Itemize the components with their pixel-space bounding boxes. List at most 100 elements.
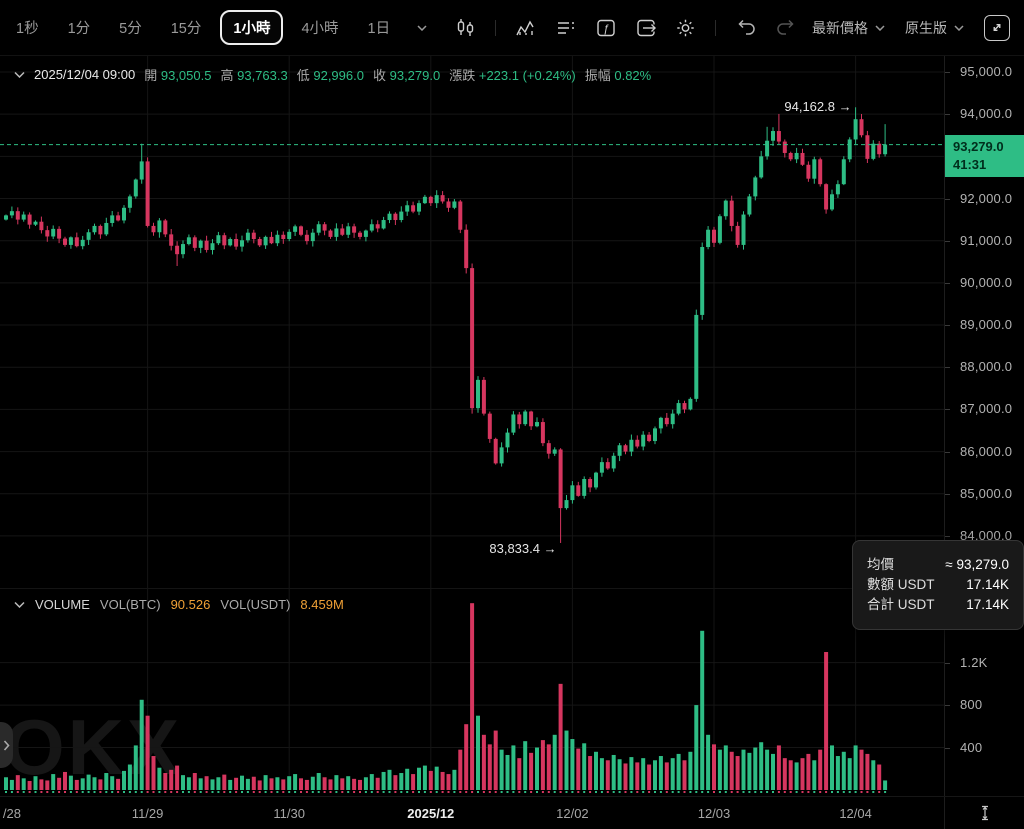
axis-tick: [945, 409, 950, 411]
volume-axis-label: 1.2K: [960, 654, 988, 670]
low-price-annotation: 83,833.4 →: [489, 540, 557, 556]
chart-overlay-icon[interactable]: [512, 15, 540, 41]
candle-datetime: 2025/12/04 09:00: [34, 67, 136, 82]
price-axis-label: 85,000.0: [960, 485, 1013, 501]
axis-scale-corner[interactable]: [944, 797, 1024, 829]
volume-header: VOLUME VOL(BTC) 90.526 VOL(USDT) 8.459M: [14, 597, 344, 612]
price-axis-label: 92,000.0: [960, 190, 1013, 206]
axis-tick: [945, 240, 950, 242]
collapse-chevron-icon[interactable]: [14, 601, 25, 608]
time-axis-label: /28: [2, 806, 21, 821]
time-axis-label: 12/03: [697, 806, 731, 821]
ohlc-field: 收 93,279.0: [372, 68, 441, 83]
axis-tick: [945, 325, 950, 327]
chart-version-dropdown[interactable]: 原生版: [905, 18, 964, 38]
volume-header-item: VOL(BTC): [99, 597, 161, 612]
timeframe-button-1[interactable]: 1分: [66, 13, 93, 42]
ohlc-field: 振幅 0.82%: [584, 68, 652, 83]
volume-pane[interactable]: [0, 588, 944, 796]
price-mode-label: 最新價格: [812, 19, 868, 36]
redo-icon[interactable]: [772, 16, 800, 40]
minimap-strip: [5, 791, 887, 793]
volume-header-item: 90.526: [170, 597, 211, 612]
timeframe-button-4[interactable]: 1小時: [220, 10, 284, 45]
ohlc-field: 高 93,763.3: [220, 68, 288, 83]
price-axis-label: 86,000.0: [960, 443, 1013, 459]
compare-icon[interactable]: [632, 15, 660, 41]
axis-tick: [945, 747, 950, 749]
timeframe-button-5[interactable]: 4小時: [299, 13, 340, 42]
price-axis-label: 89,000.0: [960, 317, 1013, 333]
toolbar-divider: [715, 19, 717, 36]
last-price-tag: 93,279.0 41:31: [945, 134, 1024, 177]
time-axis-label: 11/29: [131, 806, 164, 821]
fullscreen-expand-icon[interactable]: [984, 14, 1010, 41]
axis-tick: [945, 198, 950, 200]
undo-icon[interactable]: [732, 16, 760, 40]
volume-header-item: 8.459M: [300, 597, 344, 612]
price-axis-label: 88,000.0: [960, 359, 1013, 375]
price-axis-label: 90,000.0: [960, 274, 1013, 290]
volume-axis-label: 400: [960, 739, 983, 755]
price-axis-label: 95,000.0: [960, 63, 1013, 79]
price-axis-label: 91,000.0: [960, 232, 1013, 248]
axis-tick: [945, 114, 950, 116]
formula-icon[interactable]: ƒ: [592, 15, 620, 41]
ohlc-fields: 開 93,050.5 高 93,763.3 低 92,996.0 收 93,279.0…: [144, 65, 651, 84]
chevron-down-icon: [417, 24, 427, 31]
timeframe-group: 1秒 1分 5分 15分 1小時 4小時 1日: [14, 10, 417, 45]
axis-tick: [945, 535, 950, 537]
tooltip-row: 均價 ≈ 93,279.0: [867, 557, 1009, 572]
timeframe-more-button[interactable]: [417, 24, 427, 31]
axis-tick: [945, 662, 950, 664]
price-scale-icon: [981, 805, 988, 821]
timeframe-button-3[interactable]: 15分: [169, 13, 204, 42]
high-price-annotation: 94,162.8 →: [784, 99, 852, 115]
volume-header-item: VOL(USDT): [220, 597, 291, 612]
panel-expand-handle[interactable]: [0, 722, 13, 768]
ohlc-field: 開 93,050.5: [144, 68, 212, 83]
time-axis-label: 12/04: [839, 806, 872, 821]
chart-toolbar: 1秒 1分 5分 15分 1小時 4小時 1日: [0, 0, 1024, 56]
price-axis-label: 87,000.0: [960, 401, 1013, 417]
chevron-down-icon: [875, 24, 885, 31]
price-pane[interactable]: [0, 56, 944, 588]
collapse-chevron-icon[interactable]: [14, 71, 25, 78]
timeframe-button-2[interactable]: 5分: [117, 13, 144, 42]
chart-version-label: 原生版: [905, 19, 947, 36]
toolbar-right-group: 最新價格 原生版: [812, 14, 1010, 41]
ohlc-field: 低 92,996.0: [296, 68, 364, 83]
price-axis-label: 94,000.0: [960, 106, 1013, 122]
chevron-down-icon: [954, 24, 964, 31]
pane-divider[interactable]: [0, 588, 944, 589]
ohlc-info-row: 2025/12/04 09:00 開 93,050.5 高 93,763.3 低 9…: [14, 65, 651, 84]
chart-area[interactable]: OKX 2025/12/04 09:00 開 93,050.5 高 93,763.…: [0, 56, 944, 796]
time-axis[interactable]: /28 11/29 11/30 2025/12 12/02 12/03 12/04: [0, 796, 1024, 829]
toolbar-divider: [495, 19, 497, 36]
price-axis-label: 84,000.0: [960, 527, 1013, 543]
candle-countdown: 41:31: [953, 156, 987, 172]
timeframe-button-0[interactable]: 1秒: [14, 13, 41, 42]
axis-tick: [945, 282, 950, 284]
time-axis-label: 11/30: [273, 806, 305, 821]
indicators-icon[interactable]: [552, 15, 580, 41]
tooltip-row: 合計 USDT 17.14K: [867, 597, 1009, 612]
price-axis[interactable]: 93,279.0 41:31 95,000.094,000.093,000.09…: [944, 56, 1024, 796]
price-mode-dropdown[interactable]: 最新價格: [812, 18, 885, 38]
candlestick-style-icon[interactable]: [451, 15, 479, 41]
hover-tooltip: 均價 ≈ 93,279.0 數額 USDT 17.14K 合計 USDT 17.14K: [852, 540, 1024, 630]
volume-axis-label: 800: [960, 697, 983, 713]
settings-gear-icon[interactable]: [672, 15, 699, 41]
time-axis-label: 12/02: [556, 806, 589, 821]
axis-tick: [945, 451, 950, 453]
axis-tick: [945, 705, 950, 707]
time-axis-label: 2025/12: [407, 806, 455, 821]
exchange-watermark: OKX: [4, 703, 183, 791]
axis-tick: [945, 367, 950, 369]
volume-values: VOLUME VOL(BTC) 90.526 VOL(USDT) 8.459M: [35, 597, 344, 612]
volume-header-item: VOLUME: [35, 597, 90, 612]
last-price-value: 93,279.0: [953, 138, 1004, 154]
timeframe-button-6[interactable]: 1日: [366, 13, 393, 42]
svg-text:ƒ: ƒ: [603, 23, 609, 35]
